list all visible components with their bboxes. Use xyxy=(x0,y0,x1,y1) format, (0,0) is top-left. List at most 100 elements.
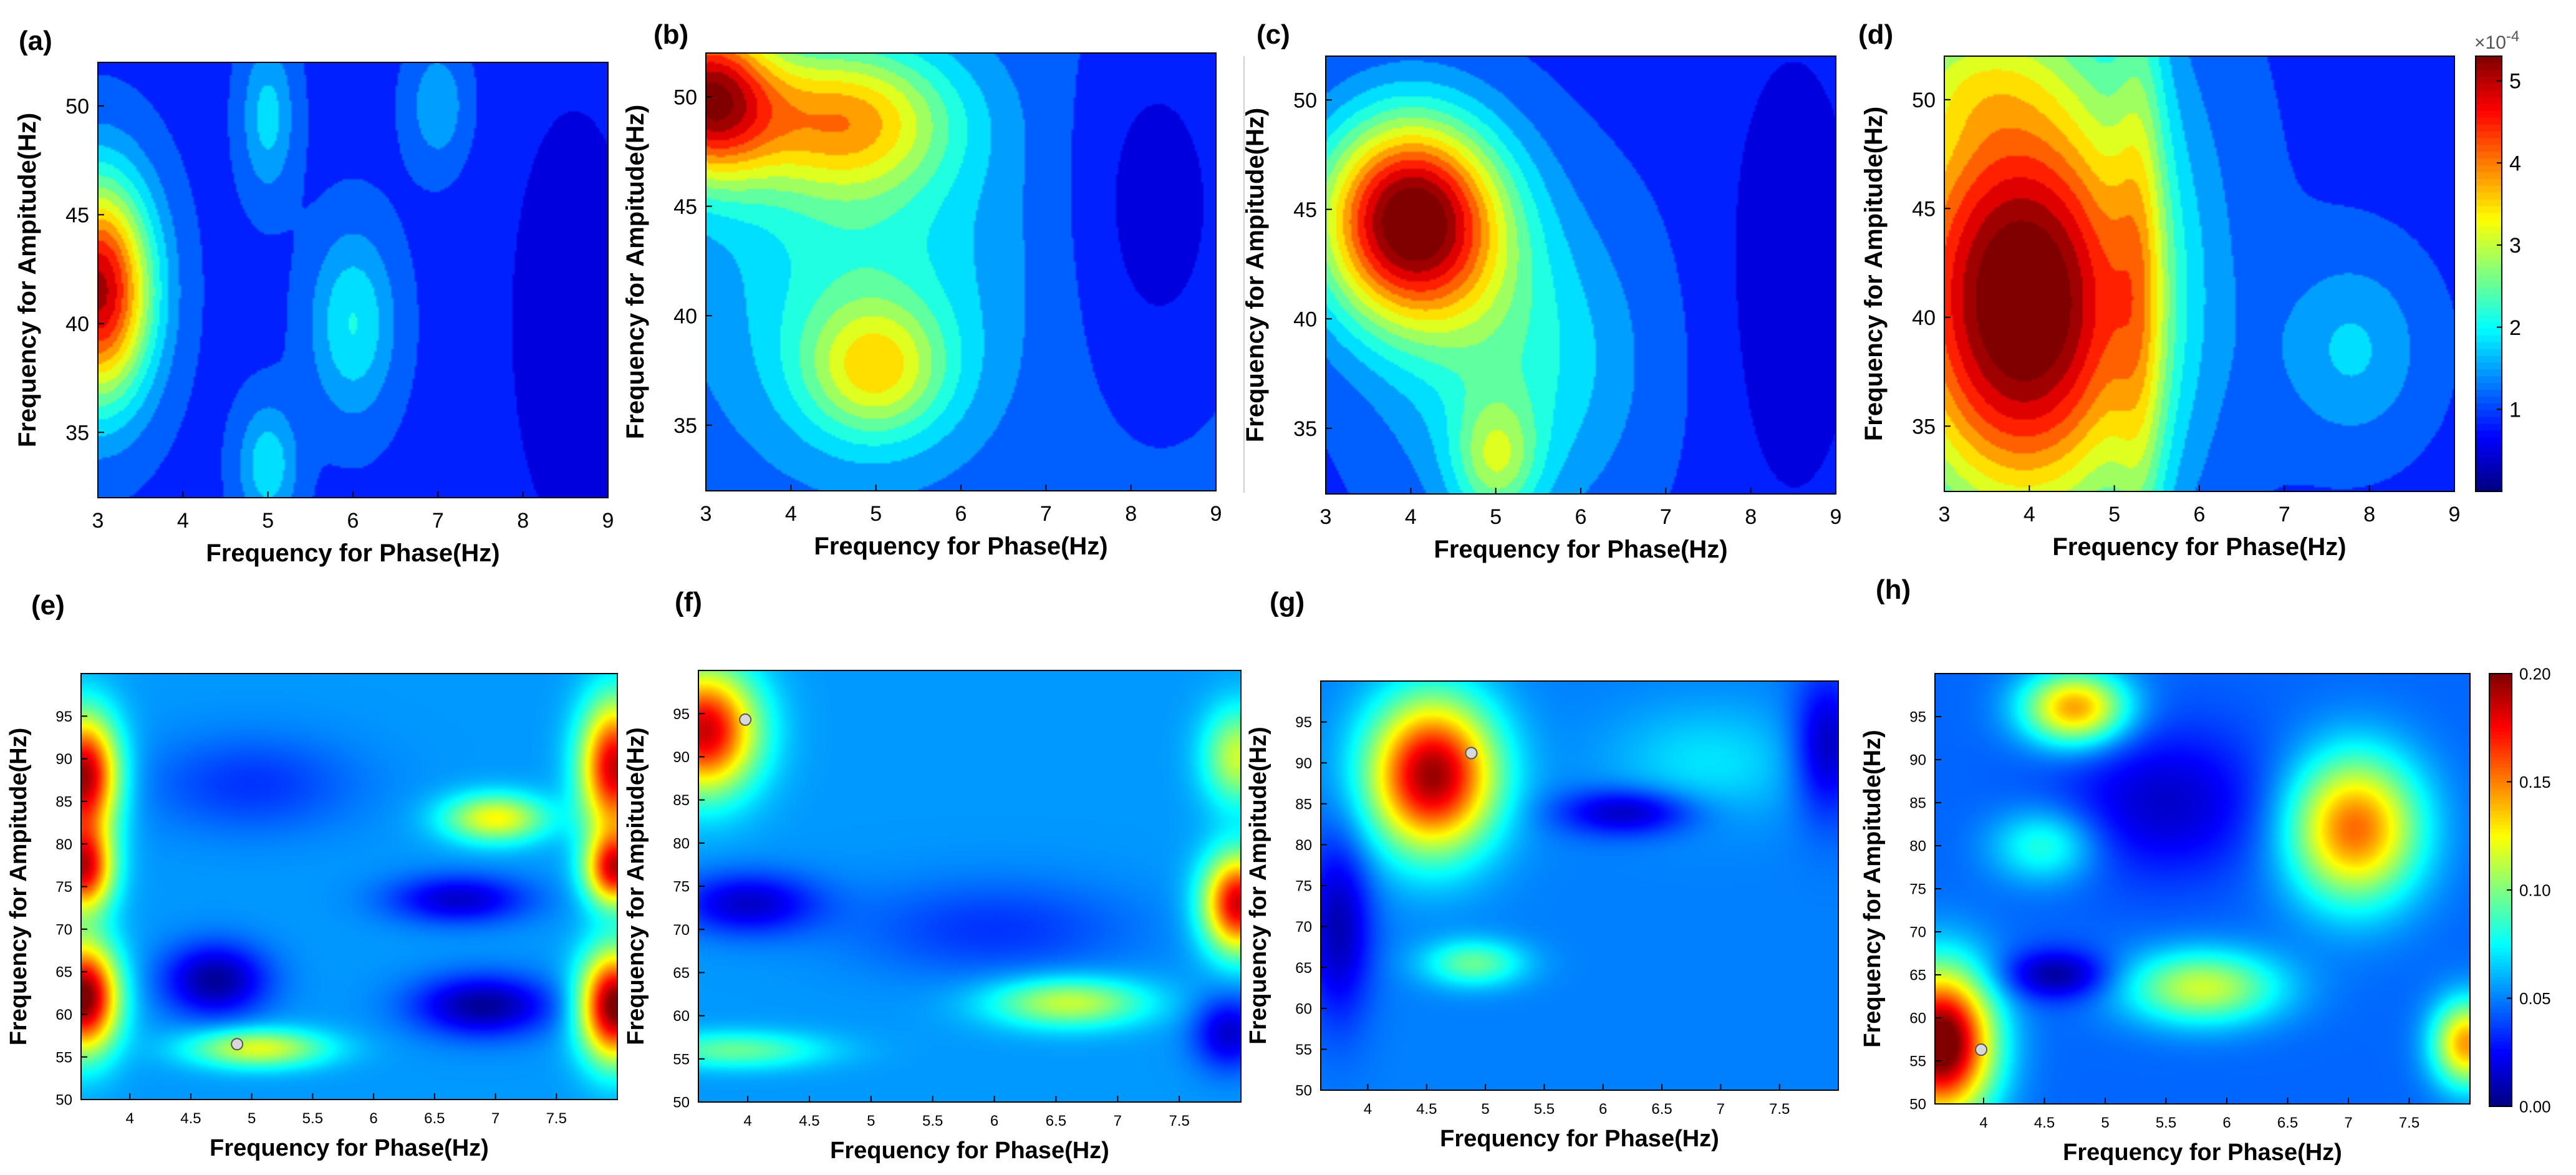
xtick-label: 5.5 xyxy=(302,1110,323,1127)
xtick-label: 4.5 xyxy=(1416,1101,1437,1118)
colorbar-segment xyxy=(2476,104,2502,111)
x-axis-label: Frequency for Phase(Hz) xyxy=(814,533,1107,560)
colorbar-segment xyxy=(2489,828,2512,833)
colorbar-tick-label: 0.15 xyxy=(2519,773,2551,791)
colorbar-segment xyxy=(2476,348,2502,356)
colorbar-segment xyxy=(2489,955,2512,959)
panel-label: (d) xyxy=(1858,19,1893,50)
colorbar-segment xyxy=(2476,83,2502,91)
heatmap-c xyxy=(1326,56,1836,494)
xtick-label: 7 xyxy=(1114,1113,1122,1129)
colorbar-segment xyxy=(2489,680,2512,685)
colorbar-segment xyxy=(2489,1038,2512,1042)
xtick-label: 5.5 xyxy=(2156,1115,2176,1131)
xtick-label: 8 xyxy=(517,509,529,533)
x-axis-label: Frequency for Phase(Hz) xyxy=(1440,1126,1719,1152)
xtick-label: 5.5 xyxy=(922,1113,943,1129)
colorbar-segment xyxy=(2489,879,2512,884)
heatmap-e xyxy=(81,674,617,1100)
colorbar-segment xyxy=(2489,803,2512,808)
colorbar-segment xyxy=(2476,307,2502,316)
colorbar-segment xyxy=(2489,824,2512,829)
colorbar-segment xyxy=(2476,185,2502,193)
colorbar-segment xyxy=(2476,335,2502,342)
colorbar-segment xyxy=(2489,998,2512,1002)
ytick-label: 85 xyxy=(1295,796,1312,813)
colorbar-segment xyxy=(2489,1034,2512,1038)
xtick-label: 4 xyxy=(1405,505,1417,529)
peak-marker xyxy=(231,1038,244,1051)
colorbar-segment xyxy=(2476,117,2502,125)
xtick-label: 9 xyxy=(602,509,614,533)
xtick-label: 7.5 xyxy=(546,1110,567,1127)
colorbar-segment xyxy=(2489,723,2512,728)
xtick-label: 6 xyxy=(347,509,359,533)
colorbar-segment xyxy=(2476,130,2502,138)
ytick-label: 70 xyxy=(673,922,690,939)
colorbar-segment xyxy=(2476,267,2502,274)
colorbar-segment xyxy=(2489,1027,2512,1032)
colorbar-segment xyxy=(2476,219,2502,227)
colorbar-segment xyxy=(2476,362,2502,370)
colorbar-segment xyxy=(2476,192,2502,200)
colorbar-segment xyxy=(2476,314,2502,322)
ytick-label: 80 xyxy=(1295,837,1312,854)
colorbar-segment xyxy=(2476,233,2502,241)
xtick-label: 5 xyxy=(867,1113,875,1129)
colorbar-segment xyxy=(2489,731,2512,735)
colorbar-segment xyxy=(2476,437,2502,445)
xtick-label: 5 xyxy=(1490,505,1502,529)
colorbar-segment xyxy=(2476,355,2502,363)
colorbar-segment xyxy=(2489,767,2512,771)
colorbar-segment xyxy=(2489,940,2512,945)
xtick-label: 4.5 xyxy=(799,1113,819,1129)
ytick-label: 60 xyxy=(1909,1010,1926,1027)
colorbar-segment xyxy=(2489,937,2512,941)
y-axis-label: Frequency for Ampitude(Hz) xyxy=(6,728,32,1046)
colorbar-segment xyxy=(2476,301,2502,309)
colorbar-segment xyxy=(2489,702,2512,707)
colorbar-segment xyxy=(2489,868,2512,873)
colorbar-segment xyxy=(2476,76,2502,84)
colorbar-segment xyxy=(2476,443,2502,452)
colorbar-segment xyxy=(2489,810,2512,815)
colorbar-segment xyxy=(2476,450,2502,458)
xtick-label: 7 xyxy=(432,509,444,533)
xtick-label: 4 xyxy=(2024,503,2035,526)
xtick-label: 6 xyxy=(2222,1115,2231,1131)
xtick-label: 5 xyxy=(870,502,882,526)
colorbar-d: 1 2 3 4 5 ×10-4 xyxy=(2474,28,2521,492)
colorbar-segment xyxy=(2476,212,2502,220)
colorbar-segment xyxy=(2489,872,2512,876)
ytick-label: 70 xyxy=(1909,924,1926,941)
colorbar-segment xyxy=(2489,760,2512,765)
ytick-label: 35 xyxy=(1293,417,1317,441)
colorbar-segment xyxy=(2476,151,2502,159)
colorbar-segment xyxy=(2476,62,2502,70)
panel-e: 4 4.5 5 5.5 6 6.5 7 7.5 50 55 60 65 70 75 80 85 90 95 Freq… xyxy=(6,590,618,1161)
colorbar-segment xyxy=(2489,958,2512,963)
colorbar-segment xyxy=(2489,907,2512,912)
xtick-label: 4 xyxy=(1364,1101,1372,1118)
colorbar-segment xyxy=(2489,1070,2512,1075)
colorbar-segment xyxy=(2476,246,2502,254)
colorbar-segment xyxy=(2489,1020,2512,1024)
colorbar-segment xyxy=(2489,821,2512,826)
colorbar-segment xyxy=(2476,464,2502,471)
x-axis-label: Frequency for Phase(Hz) xyxy=(2052,533,2346,561)
colorbar-segment xyxy=(2489,757,2512,761)
colorbar-tick-label: 3 xyxy=(2509,234,2521,258)
colorbar-segment xyxy=(2489,929,2512,934)
xtick-label: 4 xyxy=(177,509,189,533)
panel-h: 4 4.5 5 5.5 6 6.5 7 7.5 50 55 60 65 70 75 80 85 90 95 Freq… xyxy=(1860,574,2551,1166)
colorbar-segment xyxy=(2476,457,2502,465)
colorbar-tick-label: 0.20 xyxy=(2519,664,2551,683)
colorbar-segment xyxy=(2476,294,2502,302)
peak-marker xyxy=(739,713,752,726)
colorbar-segment xyxy=(2489,677,2512,682)
xtick-label: 5 xyxy=(2108,503,2120,526)
ytick-label: 45 xyxy=(65,204,89,228)
ytick-label: 55 xyxy=(673,1051,690,1068)
colorbar-segment xyxy=(2489,709,2512,714)
